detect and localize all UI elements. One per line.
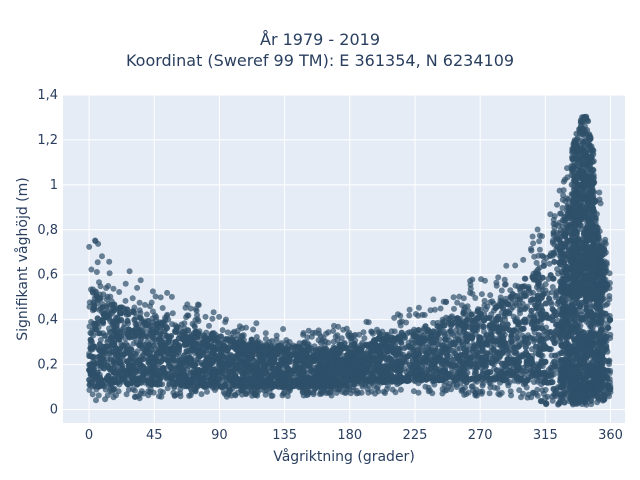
data-point <box>546 260 553 267</box>
data-point <box>548 301 555 308</box>
chart-subtitle: Koordinat (Sweref 99 TM): E 361354, N 62… <box>125 51 515 70</box>
data-point <box>134 348 141 355</box>
data-point <box>555 270 562 277</box>
data-point <box>549 284 556 290</box>
data-point <box>553 292 560 299</box>
data-point <box>450 356 456 363</box>
data-point <box>588 302 595 309</box>
data-point <box>535 331 542 338</box>
data-point <box>86 303 93 310</box>
data-points <box>86 113 614 408</box>
data-point <box>514 333 521 340</box>
data-point <box>88 286 94 293</box>
data-point <box>130 340 137 347</box>
chart-title: År 1979 - 2019 <box>260 30 380 49</box>
